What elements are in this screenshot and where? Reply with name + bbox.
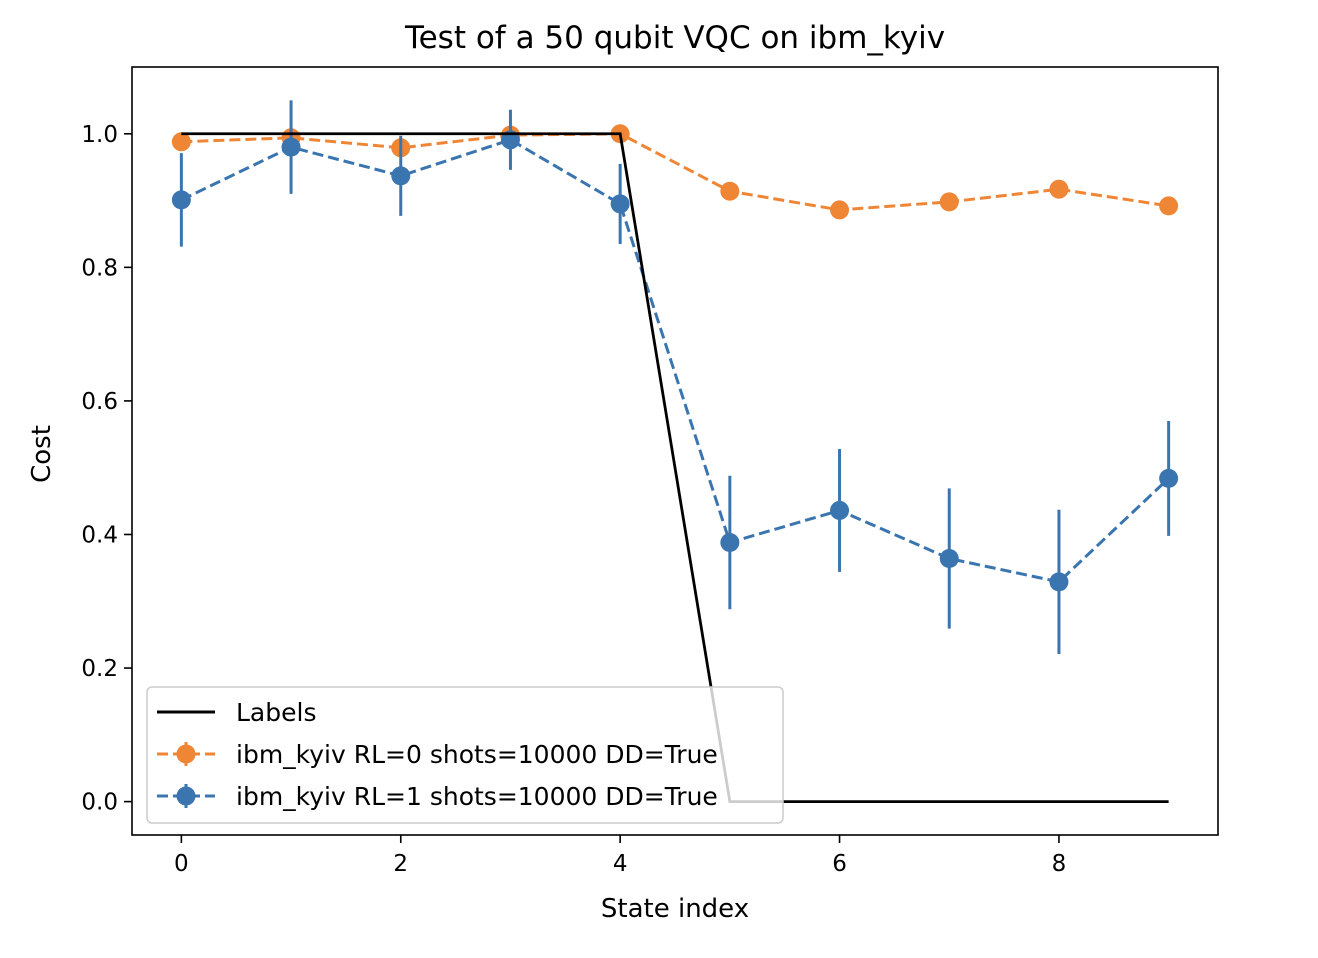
data-point [1159, 196, 1179, 216]
chart-title: Test of a 50 qubit VQC on ibm_kyiv [404, 20, 945, 56]
x-tick-label: 8 [1052, 851, 1067, 877]
data-point [610, 194, 630, 214]
legend: Labels ibm_kyiv RL=0 shots=10000 DD=True i… [146, 686, 784, 824]
series-line [181, 132, 1169, 804]
legend-marker [176, 744, 196, 764]
legend-box [146, 686, 784, 824]
data-point [939, 192, 959, 212]
y-tick-label: 0.4 [81, 522, 118, 548]
legend-label: Labels [236, 698, 316, 727]
data-point [391, 166, 411, 186]
data-point [720, 181, 740, 201]
plot-frame [131, 66, 1219, 836]
y-tick-label: 0.0 [81, 790, 118, 816]
y-tick-label: 0.8 [81, 255, 118, 281]
legend-item: ibm_kyiv RL=1 shots=10000 DD=True [157, 782, 718, 811]
data-point [1049, 572, 1069, 592]
y-tick-label: 0.2 [81, 656, 118, 682]
x-axis-label: State index [601, 894, 749, 924]
x-tick-label: 6 [832, 851, 847, 877]
series-line [181, 132, 1169, 212]
data-point [281, 137, 301, 157]
data-point [1049, 179, 1069, 199]
x-tick-label: 2 [393, 851, 408, 877]
legend-item: ibm_kyiv RL=0 shots=10000 DD=True [157, 740, 718, 769]
data-point [171, 132, 191, 152]
y-axis-ticks: 0.0 0.2 0.4 0.6 0.8 1.0 [81, 122, 132, 816]
legend-marker [176, 786, 196, 806]
data-point [830, 200, 850, 220]
legend-label: ibm_kyiv RL=1 shots=10000 DD=True [236, 782, 718, 811]
x-tick-label: 0 [174, 851, 189, 877]
y-tick-label: 0.6 [81, 389, 118, 415]
data-point [830, 500, 850, 520]
x-axis-ticks: 0 2 4 6 8 [174, 835, 1066, 877]
series-0 [181, 132, 1169, 804]
data-point [720, 532, 740, 552]
data-point [939, 549, 959, 569]
data-point [171, 190, 191, 210]
y-tick-label: 1.0 [81, 122, 118, 148]
legend-item: Labels [157, 698, 316, 727]
series-line [180, 138, 1170, 584]
plot-layer [171, 100, 1179, 804]
data-point [1159, 468, 1179, 488]
legend-label: ibm_kyiv RL=0 shots=10000 DD=True [236, 740, 718, 769]
x-tick-label: 4 [613, 851, 628, 877]
y-axis-label: Cost [27, 425, 57, 483]
